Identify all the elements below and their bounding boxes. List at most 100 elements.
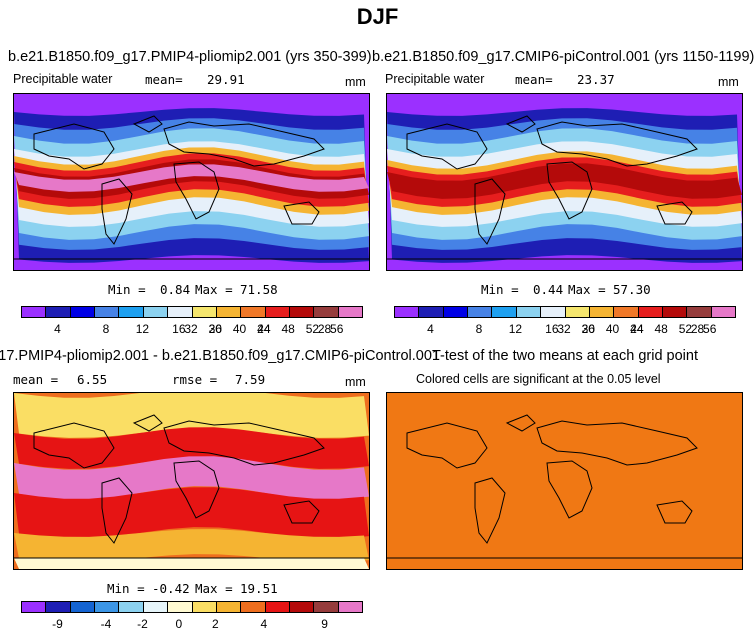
colorbar-swatch bbox=[338, 602, 363, 612]
panel1-max-value: 71.58 bbox=[240, 282, 278, 297]
colorbar-swatch bbox=[338, 307, 363, 317]
colorbar-tick-label: 16 bbox=[545, 322, 559, 336]
panel3-map bbox=[13, 392, 370, 570]
colorbar-swatch bbox=[516, 307, 542, 317]
panel2-mean-value: 23.37 bbox=[577, 72, 615, 87]
panel1-map bbox=[13, 93, 370, 271]
colorbar-tick-label: 28 bbox=[317, 322, 332, 336]
colorbar-tick-label: 44 bbox=[630, 322, 644, 336]
colorbar-tick-label: 9 bbox=[321, 617, 328, 631]
colorbar-tick-label: 48 bbox=[281, 322, 295, 336]
panel1-min-label: Min = bbox=[108, 282, 146, 297]
panel1-title: b.e21.B1850.f09_g17.PMIP4-pliomip2.001 (… bbox=[8, 49, 372, 65]
colorbar-tick-label: 2 bbox=[211, 617, 219, 631]
colorbar-tick-label: 36 bbox=[208, 322, 222, 336]
colorbar-tick-label: 16 bbox=[172, 322, 186, 336]
colorbar-swatch bbox=[70, 307, 96, 317]
colorbar-tick-label: 24 bbox=[630, 322, 644, 336]
colorbar-swatch bbox=[46, 602, 71, 612]
colorbar-tick-label: 56 bbox=[703, 322, 717, 336]
panel1-variable-label: Precipitable water bbox=[13, 72, 113, 86]
panel1-units: mm bbox=[345, 75, 366, 89]
colorbar-swatch bbox=[614, 307, 639, 317]
panel3-mean-label: mean = bbox=[13, 372, 59, 387]
colorbar-swatch bbox=[22, 602, 47, 612]
colorbar-tick-label: 36 bbox=[581, 322, 595, 336]
colorbar-swatch bbox=[662, 307, 688, 317]
colorbar-tick-label: 40 bbox=[232, 322, 247, 336]
colorbar-swatch bbox=[143, 602, 169, 612]
colorbar-swatch bbox=[468, 307, 493, 317]
colorbar-tick-label: 4 bbox=[54, 322, 61, 336]
colorbar-swatch bbox=[119, 307, 144, 317]
colorbar-swatch bbox=[711, 307, 736, 317]
colorbar-swatch bbox=[143, 307, 169, 317]
colorbar-swatch bbox=[168, 602, 193, 612]
colorbar-swatch bbox=[265, 307, 290, 317]
colorbar-swatch bbox=[95, 307, 120, 317]
colorbar-tick-label: 52 bbox=[305, 322, 320, 336]
colorbar-tick-label: 8 bbox=[102, 322, 110, 336]
colorbar-tick-label: 0 bbox=[175, 617, 183, 631]
colorbar-swatch bbox=[241, 307, 266, 317]
colorbar-swatch bbox=[419, 307, 444, 317]
colorbar-swatch bbox=[289, 602, 315, 612]
panel2-min-label: Min = bbox=[481, 282, 519, 297]
colorbar-tick-label: 56 bbox=[330, 322, 344, 336]
colorbar-tick-label: 20 bbox=[581, 322, 595, 336]
colorbar-swatch bbox=[395, 307, 420, 317]
panel4-title: T-test of the two means at each grid poi… bbox=[432, 348, 698, 364]
panel2-title: b.e21.B1850.f09_g17.CMIP6-piControl.001 … bbox=[372, 49, 755, 65]
colorbar-swatch bbox=[241, 602, 266, 612]
colorbar-tick-label: 44 bbox=[257, 322, 271, 336]
colorbar-tick-label: 4 bbox=[260, 617, 268, 631]
colorbar-swatch bbox=[22, 307, 47, 317]
colorbar-tick-label: 12 bbox=[508, 322, 523, 336]
colorbar-swatch bbox=[314, 307, 339, 317]
colorbar-swatch bbox=[589, 307, 615, 317]
panel3-colorbar bbox=[21, 601, 363, 613]
panel2-units: mm bbox=[718, 75, 739, 89]
colorbar-swatch bbox=[192, 307, 217, 317]
colorbar-swatch bbox=[492, 307, 517, 317]
colorbar-swatch bbox=[541, 307, 566, 317]
colorbar-tick-label: 48 bbox=[654, 322, 668, 336]
page-title: DJF bbox=[356, 4, 399, 29]
colorbar-swatch bbox=[168, 307, 193, 317]
panel4-map bbox=[386, 392, 743, 570]
colorbar-swatch bbox=[216, 307, 242, 317]
colorbar-tick-label: -2 bbox=[137, 617, 148, 631]
panel2-mean-label: mean= bbox=[515, 72, 553, 87]
panel1-mean-label: mean= bbox=[145, 72, 183, 87]
colorbar-tick-label: -9 bbox=[52, 617, 63, 631]
panel2-min-value: 0.44 bbox=[533, 282, 564, 297]
colorbar-tick-label: -4 bbox=[100, 617, 112, 631]
panel1-min-value: 0.84 bbox=[160, 282, 191, 297]
colorbar-swatch bbox=[289, 307, 315, 317]
colorbar-tick-label: 40 bbox=[605, 322, 620, 336]
colorbar-tick-label: 20 bbox=[208, 322, 222, 336]
panel2-max-value: 57.30 bbox=[613, 282, 651, 297]
panel3-max-value: 19.51 bbox=[240, 581, 278, 596]
colorbar-tick-label: 52 bbox=[678, 322, 693, 336]
colorbar-swatch bbox=[638, 307, 663, 317]
colorbar-swatch bbox=[46, 307, 71, 317]
panel1-colorbar bbox=[21, 306, 363, 318]
colorbar-tick-label: 4 bbox=[427, 322, 434, 336]
panel3-rmse-label: rmse = bbox=[172, 372, 218, 387]
panel2-map bbox=[386, 93, 743, 271]
colorbar-tick-label: 12 bbox=[135, 322, 150, 336]
colorbar-swatch bbox=[687, 307, 712, 317]
panel3-rmse-value: 7.59 bbox=[235, 372, 266, 387]
colorbar-tick-label: 32 bbox=[557, 322, 571, 336]
panel2-colorbar bbox=[394, 306, 736, 318]
panel3-title-text: b.e21.B1850.f09_g17.PMIP4-pliomip2.001 -… bbox=[0, 348, 440, 364]
colorbar-swatch bbox=[192, 602, 217, 612]
panel2-variable-label: Precipitable water bbox=[385, 72, 485, 86]
panel4-subtitle: Colored cells are significant at the 0.0… bbox=[416, 372, 661, 386]
colorbar-tick-label: 24 bbox=[257, 322, 271, 336]
panel3-max-label: Max = bbox=[195, 581, 233, 596]
colorbar-swatch bbox=[216, 602, 242, 612]
colorbar-swatch bbox=[565, 307, 590, 317]
colorbar-tick-label: 28 bbox=[690, 322, 705, 336]
